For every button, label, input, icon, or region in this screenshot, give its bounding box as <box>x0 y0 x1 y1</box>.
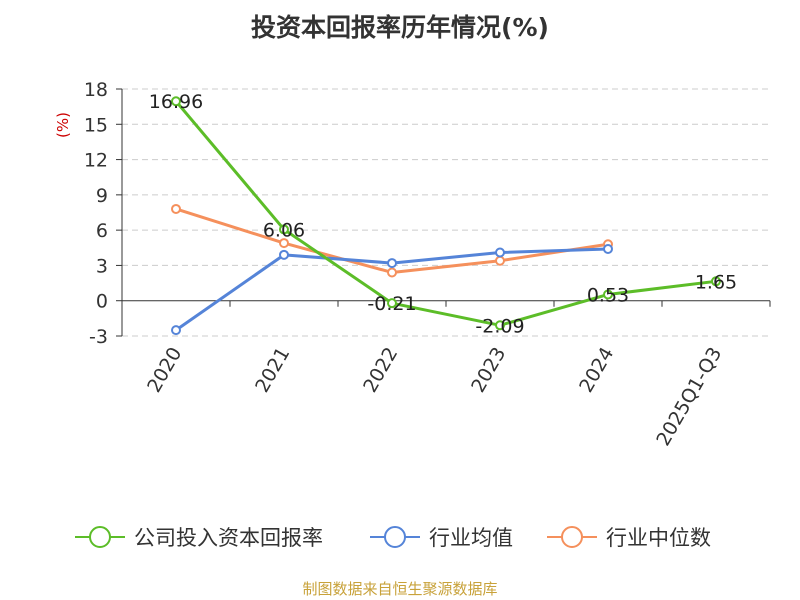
x-tick-label: 2021 <box>251 344 294 397</box>
data-point[interactable] <box>495 320 505 331</box>
y-tick-label: 18 <box>84 79 108 101</box>
legend-label: 公司投入资本回报率 <box>134 526 323 550</box>
series-line <box>174 100 717 327</box>
y-tick-label: 12 <box>84 150 108 172</box>
legend-label: 行业均值 <box>429 526 513 550</box>
x-tick-label: 2022 <box>359 344 402 397</box>
y-tick-label: -3 <box>89 326 108 348</box>
data-point[interactable] <box>171 96 181 107</box>
data-point[interactable] <box>387 267 397 278</box>
y-axis-label: (%) <box>54 112 72 138</box>
legend-marker <box>89 526 111 548</box>
y-tick-label: 9 <box>96 185 108 207</box>
data-label: 1.65 <box>695 271 737 293</box>
data-point[interactable] <box>711 276 721 287</box>
series-lines <box>171 96 721 336</box>
data-point[interactable] <box>279 249 289 260</box>
legend-item[interactable]: 公司投入资本回报率 <box>75 526 323 550</box>
y-tick-label: 0 <box>96 291 108 313</box>
data-point[interactable] <box>387 298 397 309</box>
data-label: 16.96 <box>149 91 203 113</box>
data-point[interactable] <box>603 243 613 254</box>
data-point[interactable] <box>387 258 397 269</box>
y-tick-label: 15 <box>84 114 108 136</box>
y-tick-label: 3 <box>96 255 108 277</box>
data-label: -2.09 <box>475 315 524 337</box>
data-point[interactable] <box>171 325 181 336</box>
legend-marker <box>384 526 406 548</box>
data-labels: 16.96 6.06 -0.21 -2.09 0.53 1.65 <box>149 91 737 337</box>
data-label: 6.06 <box>263 219 305 241</box>
data-point[interactable] <box>279 238 289 249</box>
data-point[interactable] <box>495 255 505 266</box>
data-point[interactable] <box>603 289 613 300</box>
data-point[interactable] <box>279 224 289 235</box>
source-footer: 制图数据来自恒生聚源数据库 <box>302 580 498 598</box>
y-axis: -3 0 3 6 9 12 15 18 <box>84 79 123 348</box>
x-tick-label: 2020 <box>143 344 186 397</box>
legend-marker <box>561 526 583 548</box>
x-axis: 2020 2021 2022 2023 2024 2025Q1-Q3 <box>121 300 771 450</box>
y-tick-label: 6 <box>96 220 108 242</box>
x-tick-label: 2023 <box>467 344 510 397</box>
legend-item[interactable]: 行业中位数 <box>547 526 711 550</box>
chart-title: 投资本回报率历年情况(%) <box>251 13 549 42</box>
legend-label: 行业中位数 <box>606 526 711 550</box>
x-tick-label: 2024 <box>575 344 618 397</box>
data-point[interactable] <box>171 203 181 214</box>
legend[interactable]: 公司投入资本回报率 行业均值 行业中位数 <box>75 526 711 550</box>
x-tick-label: 2025Q1-Q3 <box>652 344 726 450</box>
data-point[interactable] <box>495 247 505 258</box>
data-label: 0.53 <box>587 284 629 306</box>
legend-item[interactable]: 行业均值 <box>370 526 513 550</box>
data-label: -0.21 <box>367 293 416 315</box>
